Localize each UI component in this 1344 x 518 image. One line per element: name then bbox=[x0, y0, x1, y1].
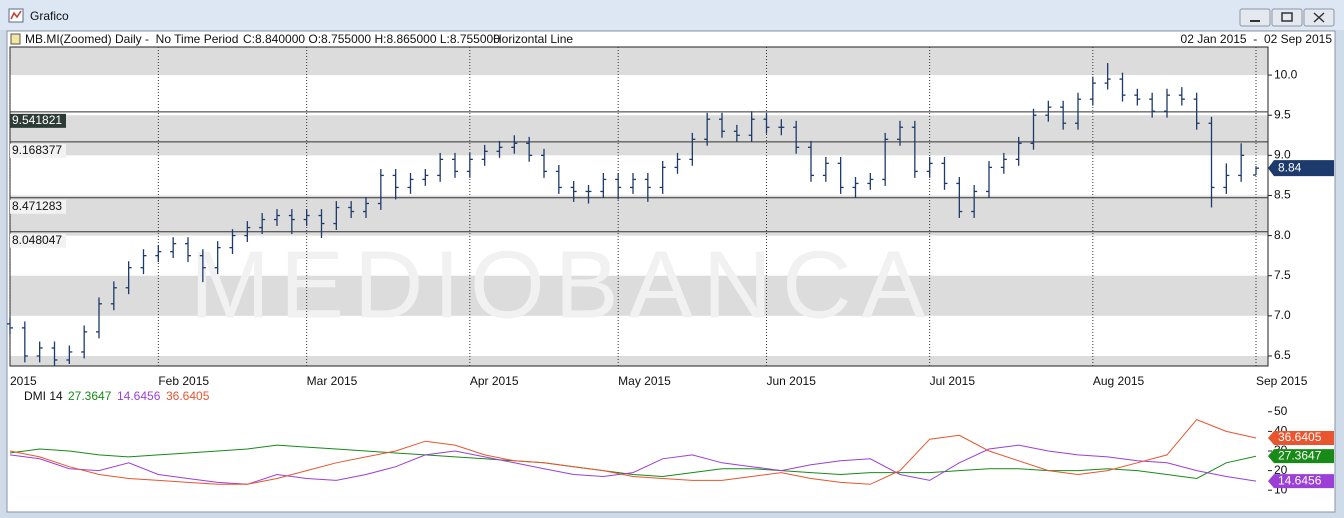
plot-layer: MEDIOBANCA 2015 Feb 2015 Mar 2015 Apr 2015 Ma… bbox=[7, 46, 1334, 496]
hline-label-bg bbox=[10, 113, 66, 128]
hline-label-bg bbox=[10, 199, 66, 214]
last-value-box bbox=[1268, 430, 1334, 445]
x-tick-label: Jun 2015 bbox=[767, 374, 817, 388]
header-icon bbox=[10, 33, 21, 45]
y-tick-label: 9.0 bbox=[1274, 148, 1291, 162]
y-tick-label: 50 bbox=[1274, 404, 1288, 418]
last-value-label: 14.6456 bbox=[1278, 473, 1322, 487]
last-value-label: 36.6405 bbox=[1278, 430, 1322, 444]
last-value-box bbox=[1268, 449, 1334, 464]
last-price-label: 8.84 bbox=[1278, 160, 1302, 174]
window-title: Grafico bbox=[30, 9, 69, 23]
grid-band bbox=[10, 355, 1268, 366]
x-tick-label: 2015 bbox=[10, 374, 37, 388]
grid-band bbox=[10, 115, 1268, 156]
app-icon-glyph bbox=[10, 10, 22, 20]
title-bar bbox=[0, 0, 1344, 30]
y-tick-label: 9.5 bbox=[1274, 107, 1291, 121]
hline-label: 9.168377 bbox=[12, 143, 62, 157]
last-value-box bbox=[1268, 474, 1334, 489]
chart-area bbox=[6, 30, 1336, 513]
x-tick-label: May 2015 bbox=[618, 374, 671, 388]
y-tick-label: 6.5 bbox=[1274, 348, 1291, 362]
hline-label-bg bbox=[10, 233, 66, 248]
y-tick-label: 8.0 bbox=[1274, 228, 1291, 242]
y-tick-label: 10.0 bbox=[1274, 67, 1298, 81]
last-price-box bbox=[1268, 160, 1334, 177]
hline-label: 9.541821 bbox=[12, 113, 62, 127]
x-tick-label: Aug 2015 bbox=[1093, 374, 1145, 388]
x-tick-label: Apr 2015 bbox=[470, 374, 519, 388]
y-tick-label: 7.0 bbox=[1274, 308, 1291, 322]
legend-value: 27.3647 bbox=[68, 389, 112, 403]
hline-label: 8.471283 bbox=[12, 199, 62, 213]
x-tick-label: Jul 2015 bbox=[930, 374, 976, 388]
date-range: 02 Jan 2015 - 02 Sep 2015 bbox=[1181, 32, 1333, 46]
y-tick-label: 8.5 bbox=[1274, 188, 1291, 202]
grid-band bbox=[10, 47, 1268, 76]
y-tick-label: 20 bbox=[1274, 463, 1288, 477]
chart-title: MB.MI(Zoomed) Daily - No Time Period bbox=[25, 32, 238, 46]
hline-label-bg bbox=[10, 143, 66, 158]
minimize-button[interactable] bbox=[1239, 8, 1271, 27]
indicator-line bbox=[9, 444, 1257, 485]
watermark: MEDIOBANCA bbox=[190, 231, 935, 338]
x-tick-label: Sep 2015 bbox=[1256, 374, 1308, 388]
tool-text: Horizontal Line bbox=[493, 32, 573, 46]
indicator-title: DMI 14 bbox=[24, 389, 63, 403]
x-tick-label: Feb 2015 bbox=[158, 374, 209, 388]
quote-text: C:8.840000 O:8.755000 H:8.865000 L:8.755… bbox=[243, 32, 500, 46]
last-value-label: 27.3647 bbox=[1278, 448, 1322, 462]
indicator-line bbox=[9, 419, 1257, 485]
hline-label: 8.048047 bbox=[12, 233, 62, 247]
close-button[interactable] bbox=[1303, 8, 1335, 27]
maximize-button[interactable] bbox=[1271, 8, 1303, 27]
grid-band bbox=[10, 275, 1268, 316]
legend-value: 14.6456 bbox=[117, 389, 161, 403]
legend-value: 36.6405 bbox=[166, 389, 210, 403]
x-tick-label: Mar 2015 bbox=[307, 374, 358, 388]
grid-band bbox=[10, 195, 1268, 236]
y-tick-label: 7.5 bbox=[1274, 268, 1291, 282]
